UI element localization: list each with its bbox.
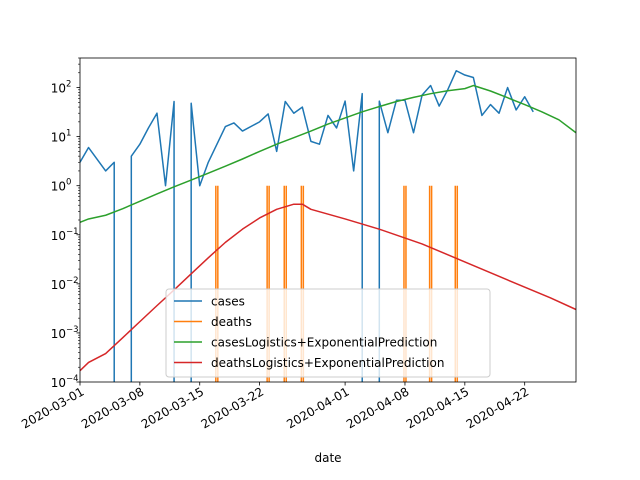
- legend-box: [165, 288, 491, 378]
- x-tick-label: 2020-03-08: [79, 384, 146, 431]
- legend-label: deaths: [211, 315, 252, 329]
- series-line-cases: [80, 69, 534, 382]
- x-tick-label: 2020-03-15: [139, 384, 206, 431]
- x-tick-label: 2020-03-01: [19, 384, 86, 431]
- y-tick-label: 10: [51, 180, 66, 194]
- y-tick-exponent: 0: [66, 178, 71, 188]
- x-tick-label: 2020-04-08: [344, 384, 411, 431]
- x-tick-label: 2020-03-22: [199, 384, 266, 431]
- y-tick-exponent: 2: [66, 80, 71, 90]
- legend: cases deaths casesLogistics+ExponentialPre…: [165, 288, 491, 378]
- y-tick-label: 10: [51, 131, 66, 145]
- y-tick-exponent: 1: [66, 129, 71, 139]
- y-tick-exponent: −1: [66, 227, 79, 237]
- y-tick-exponent: −2: [66, 276, 79, 286]
- y-tick-label: 10: [51, 278, 66, 292]
- x-axis-ticks: 2020-03-012020-03-082020-03-152020-03-22…: [19, 382, 531, 431]
- legend-label: casesLogistics+ExponentialPrediction: [211, 336, 437, 350]
- y-tick-label: 10: [51, 376, 66, 390]
- legend-label: cases: [211, 295, 245, 309]
- y-tick-label: 10: [51, 327, 66, 341]
- plot-frame: [79, 57, 577, 383]
- x-tick-label: 2020-04-01: [284, 384, 351, 431]
- series-line-deaths-prediction: [80, 203, 576, 372]
- x-tick-label: 2020-04-15: [404, 384, 471, 431]
- x-axis-label: date: [314, 451, 341, 465]
- y-tick-label: 10: [51, 229, 66, 243]
- legend-label: deathsLogistics+ExponentialPrediction: [211, 356, 444, 370]
- y-tick-exponent: −4: [66, 374, 79, 384]
- y-tick-label: 10: [51, 82, 66, 96]
- x-tick-label: 2020-04-22: [464, 384, 531, 431]
- y-tick-exponent: −3: [66, 325, 79, 335]
- series-line-cases-prediction: [80, 84, 576, 223]
